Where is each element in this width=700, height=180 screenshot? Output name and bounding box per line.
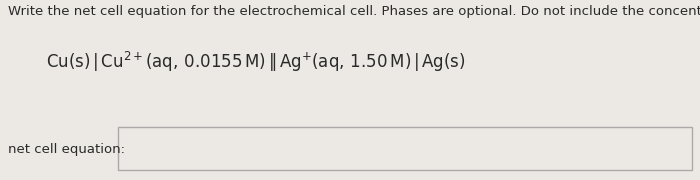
FancyBboxPatch shape — [118, 127, 692, 170]
Text: net cell equation:: net cell equation: — [8, 143, 125, 156]
Text: Write the net cell equation for the electrochemical cell. Phases are optional. D: Write the net cell equation for the elec… — [8, 5, 700, 18]
Text: $\mathrm{Cu(s)\,|\,Cu^{2+}(aq,\,0.0155\,M)\,\|\,Ag^{+}(aq,\,1.50\,M)\,|\,Ag(s)}$: $\mathrm{Cu(s)\,|\,Cu^{2+}(aq,\,0.0155\,… — [46, 50, 465, 75]
